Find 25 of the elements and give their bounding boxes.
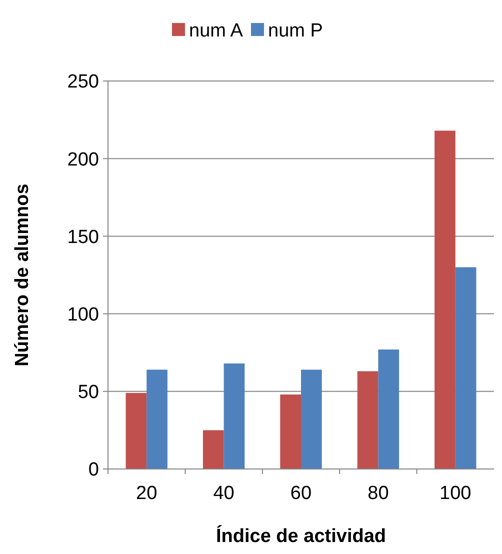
bar [146,370,168,469]
bar [434,130,456,469]
x-axis-title: Índice de actividad [216,525,386,547]
x-tick-label: 40 [213,483,234,504]
x-tick-label: 20 [136,483,158,504]
y-tick-label: 100 [67,304,99,326]
x-tick-label: 60 [290,483,312,504]
y-tick-label: 150 [67,226,99,248]
bar [280,394,301,469]
bar [224,363,245,469]
bar [301,370,322,469]
bar [126,392,147,469]
bar [378,349,400,469]
y-tick-label: 50 [78,382,99,404]
y-tick-label: 0 [88,460,99,481]
bar [357,371,378,469]
x-tick-label: 100 [440,483,472,504]
bar [455,267,476,469]
x-tick-label: 80 [368,483,389,504]
bar [202,430,224,469]
y-tick-label: 250 [67,72,99,93]
legend-label: num A [189,20,244,42]
legend-label: num P [268,20,323,42]
y-axis-title: Número de alumnos [12,184,33,366]
y-tick-label: 200 [67,149,99,170]
